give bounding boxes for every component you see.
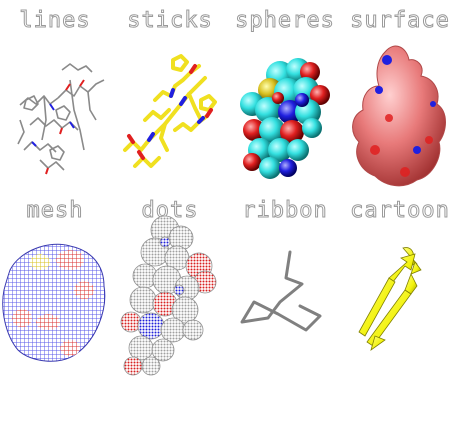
lines-panel: lines: [0, 0, 110, 200]
spheres-label: spheres: [235, 8, 335, 34]
cartoon-label: cartoon: [350, 198, 450, 224]
sticks-panel: sticks: [115, 0, 225, 200]
ribbon-panel: ribbon: [230, 190, 340, 390]
dots-panel: dots: [115, 190, 225, 390]
dots-molecule-image: [120, 215, 217, 376]
spheres-panel: spheres: [230, 0, 340, 200]
surface-panel: surface: [345, 0, 455, 200]
mesh-label: mesh: [26, 198, 84, 224]
lines-label: lines: [19, 8, 91, 34]
mesh-panel: mesh: [0, 190, 110, 390]
cartoon-panel: cartoon: [345, 190, 455, 390]
cartoon-molecule-image: [358, 247, 422, 351]
ribbon-label: ribbon: [242, 198, 328, 224]
surface-label: surface: [350, 8, 450, 34]
sticks-label: sticks: [127, 8, 213, 34]
mesh-molecule-image: [2, 243, 106, 362]
lines-molecule-image: [17, 63, 105, 175]
surface-molecule-image: [352, 45, 446, 187]
ribbon-molecule-image: [240, 250, 322, 332]
sticks-molecule-image: [123, 54, 217, 168]
spheres-molecule-image: [240, 58, 330, 179]
